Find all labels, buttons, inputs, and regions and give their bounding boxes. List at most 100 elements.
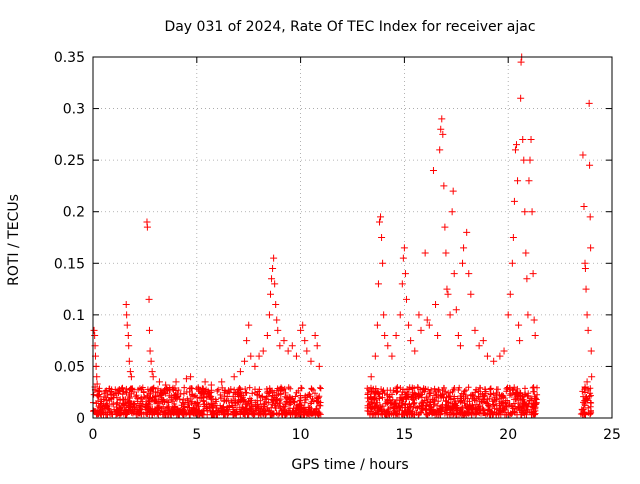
roti-point bbox=[402, 295, 410, 303]
roti-point bbox=[379, 259, 387, 267]
roti-point bbox=[429, 166, 437, 174]
roti-point bbox=[147, 357, 155, 365]
roti-point bbox=[587, 347, 595, 355]
roti-point bbox=[459, 259, 467, 267]
roti-point bbox=[454, 331, 462, 339]
roti-point bbox=[125, 342, 133, 350]
roti-point bbox=[270, 254, 278, 262]
roti-point bbox=[530, 316, 538, 324]
roti-point bbox=[381, 331, 389, 339]
roti-point bbox=[483, 352, 491, 360]
roti-point bbox=[586, 213, 594, 221]
roti-point bbox=[437, 125, 445, 133]
roti-point bbox=[378, 234, 386, 241]
roti-point bbox=[432, 301, 440, 309]
roti-point bbox=[292, 352, 300, 360]
roti-point bbox=[511, 146, 519, 154]
roti-point bbox=[509, 234, 517, 241]
roti-point bbox=[581, 383, 589, 391]
roti-point bbox=[145, 326, 153, 334]
roti-point bbox=[243, 337, 251, 345]
roti-point bbox=[162, 381, 170, 389]
roti-point bbox=[531, 331, 539, 339]
roti-point bbox=[123, 311, 131, 319]
roti-point bbox=[399, 254, 407, 262]
plot-frame bbox=[92, 56, 613, 419]
roti-point bbox=[510, 197, 518, 205]
roti-point bbox=[269, 264, 277, 272]
roti-point bbox=[527, 136, 535, 144]
roti-point bbox=[506, 290, 514, 298]
roti-point bbox=[525, 177, 533, 185]
roti-point bbox=[479, 337, 487, 345]
x-axis-label: GPS time / hours bbox=[291, 457, 408, 473]
roti-point bbox=[523, 275, 531, 283]
roti-point bbox=[255, 352, 263, 360]
roti-point bbox=[496, 352, 504, 360]
roti-point bbox=[588, 373, 596, 381]
roti-point bbox=[398, 280, 406, 288]
roti-point bbox=[450, 270, 458, 278]
roti-point bbox=[515, 321, 523, 329]
roti-point bbox=[373, 321, 381, 329]
roti-point bbox=[434, 331, 442, 339]
roti-point bbox=[149, 373, 157, 381]
roti-point bbox=[307, 357, 315, 365]
roti-point bbox=[380, 311, 388, 319]
x-tick-label: 5 bbox=[192, 427, 201, 443]
roti-point bbox=[90, 326, 98, 334]
chart-title: Day 031 of 2024, Rate Of TEC Index for r… bbox=[164, 19, 535, 35]
roti-point bbox=[125, 357, 133, 365]
roti-point bbox=[401, 270, 409, 278]
roti-point bbox=[91, 331, 99, 339]
roti-point bbox=[460, 244, 468, 252]
y-tick-label: 0.05 bbox=[54, 359, 85, 375]
roti-point bbox=[148, 368, 156, 376]
roti-point bbox=[276, 342, 284, 350]
y-tick-label: 0.1 bbox=[63, 308, 85, 324]
roti-point bbox=[92, 362, 100, 370]
roti-point bbox=[311, 331, 319, 339]
roti-point bbox=[392, 331, 400, 339]
roti-point bbox=[471, 326, 479, 334]
roti-point bbox=[442, 249, 450, 257]
x-tick-label: 15 bbox=[395, 427, 413, 443]
roti-point bbox=[467, 290, 475, 298]
roti-point bbox=[218, 378, 226, 386]
roti-point bbox=[513, 141, 521, 149]
roti-point bbox=[273, 316, 281, 324]
y-tick-label: 0 bbox=[76, 411, 85, 427]
y-tick-label: 0.3 bbox=[63, 102, 85, 118]
roti-point bbox=[400, 244, 408, 252]
roti-point bbox=[580, 203, 588, 211]
roti-point bbox=[127, 373, 135, 381]
low-roti-point-cluster bbox=[90, 384, 595, 418]
y-tick-label: 0.25 bbox=[54, 153, 85, 169]
roti-point bbox=[586, 161, 594, 169]
roti-point bbox=[288, 342, 296, 350]
roti-point bbox=[519, 136, 527, 144]
roti-point bbox=[449, 187, 457, 195]
roti-point bbox=[583, 311, 591, 319]
roti-point bbox=[143, 223, 151, 231]
roti-point bbox=[377, 213, 385, 221]
roti-point bbox=[207, 381, 215, 389]
roti-point bbox=[443, 285, 451, 293]
roti-point bbox=[247, 352, 255, 360]
roti-point bbox=[436, 146, 444, 154]
roti-point bbox=[411, 347, 419, 355]
roti-point bbox=[439, 130, 447, 138]
roti-point bbox=[475, 342, 483, 350]
roti-point bbox=[315, 362, 323, 370]
roti-point bbox=[274, 326, 282, 334]
roti-point bbox=[259, 347, 267, 355]
roti-point bbox=[582, 285, 590, 293]
roti-point bbox=[516, 337, 524, 345]
roti-point bbox=[585, 99, 593, 107]
roti-point bbox=[456, 342, 464, 350]
roti-point bbox=[280, 337, 288, 345]
y-tick-label: 0.2 bbox=[63, 205, 85, 221]
roti-point bbox=[425, 321, 433, 329]
roti-point bbox=[172, 378, 180, 386]
